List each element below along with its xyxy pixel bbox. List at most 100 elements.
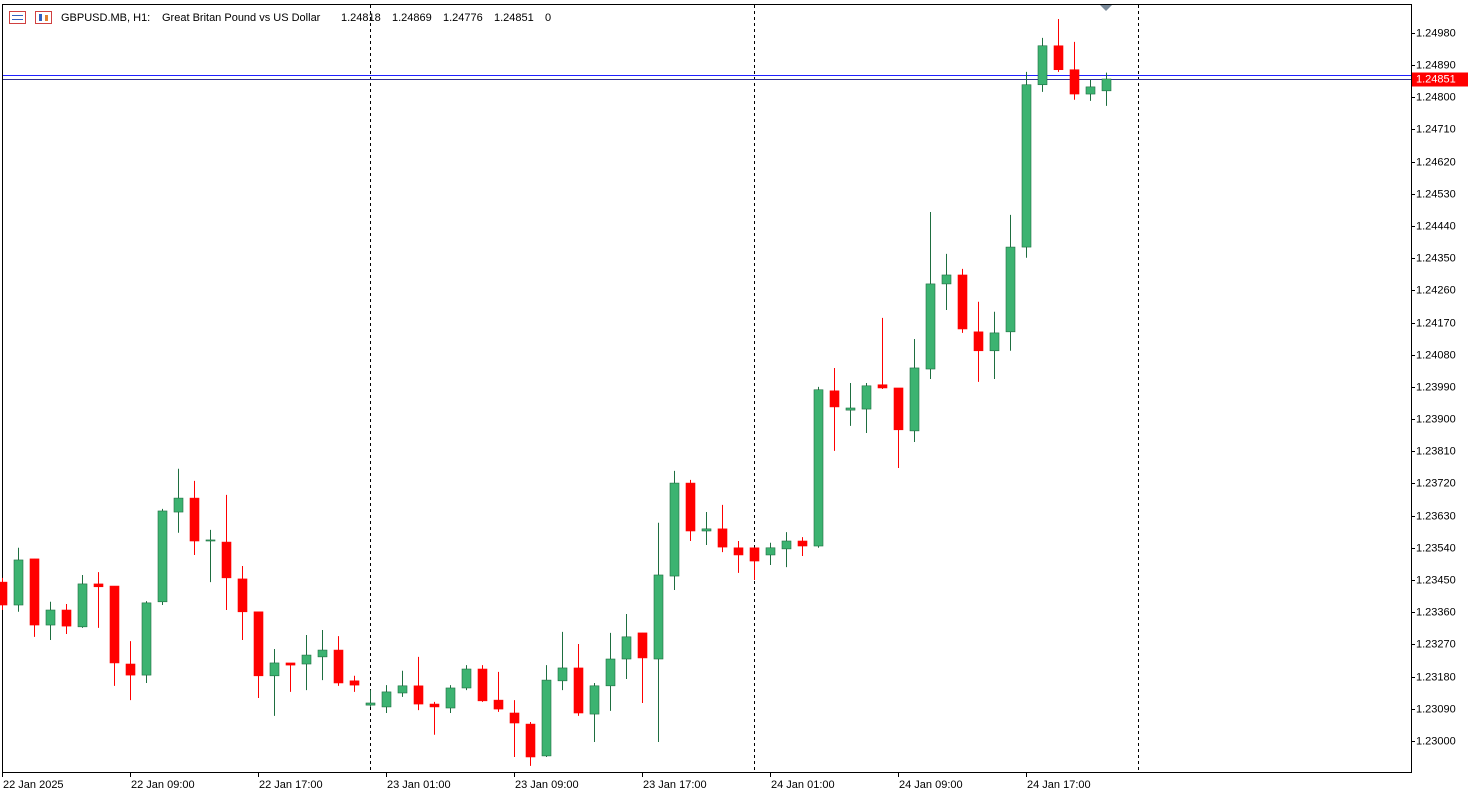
candle-body xyxy=(1037,45,1048,86)
y-tick-label: 1.23720 xyxy=(1416,477,1456,489)
candle-body xyxy=(509,712,520,724)
candle-body xyxy=(941,274,952,285)
x-tick-label: 23 Jan 01:00 xyxy=(387,779,451,791)
candle-body xyxy=(381,691,392,708)
candle-body xyxy=(0,581,8,606)
candle-body xyxy=(557,667,568,682)
chart-title: GBPUSD.MB, H1: xyxy=(61,12,150,24)
y-tick-label: 1.24080 xyxy=(1416,349,1456,361)
x-tick-label: 23 Jan 09:00 xyxy=(515,779,579,791)
header-open: 1.24818 xyxy=(341,12,381,24)
candle-body xyxy=(141,602,152,676)
candle-body xyxy=(269,662,280,677)
y-tick-label: 1.23540 xyxy=(1416,542,1456,554)
y-tick-label: 1.23270 xyxy=(1416,638,1456,650)
candle-body xyxy=(285,662,296,666)
candle-body xyxy=(477,668,488,702)
candle-body xyxy=(493,699,504,710)
candle-body xyxy=(797,540,808,547)
candle-body xyxy=(637,632,648,659)
candle-body xyxy=(1085,86,1096,95)
candle-body xyxy=(237,578,248,613)
y-tick-label: 1.23810 xyxy=(1416,445,1456,457)
x-tick-label: 24 Jan 09:00 xyxy=(899,779,963,791)
y-tick-label: 1.24800 xyxy=(1416,91,1456,103)
y-tick-label: 1.24530 xyxy=(1416,188,1456,200)
x-tick-label: 22 Jan 2025 xyxy=(3,779,64,791)
candle-body xyxy=(733,547,744,556)
x-tick-label: 24 Jan 01:00 xyxy=(771,779,835,791)
y-tick-label: 1.24350 xyxy=(1416,252,1456,264)
chart-subtitle: Great Britan Pound vs US Dollar xyxy=(162,12,321,24)
candle-body xyxy=(205,539,216,542)
candle-body xyxy=(461,668,472,689)
candle-body xyxy=(1005,246,1016,333)
price-label-bg xyxy=(1412,72,1468,87)
y-tick-label: 1.24620 xyxy=(1416,156,1456,168)
y-tick-label: 1.23360 xyxy=(1416,606,1456,618)
candle-body xyxy=(1053,45,1064,71)
x-tick-label: 23 Jan 17:00 xyxy=(643,779,707,791)
candle-body xyxy=(621,636,632,660)
y-tick-label: 1.23090 xyxy=(1416,703,1456,715)
candle-body xyxy=(909,367,920,432)
y-tick-label: 1.23000 xyxy=(1416,735,1456,747)
x-tick-label: 22 Jan 17:00 xyxy=(259,779,323,791)
candle-body xyxy=(893,387,904,431)
y-tick-label: 1.24980 xyxy=(1416,27,1456,39)
candle-body xyxy=(1021,84,1032,248)
candle-body xyxy=(589,685,600,715)
shift-marker xyxy=(1100,5,1112,11)
candle-body xyxy=(829,390,840,408)
candle-body xyxy=(749,547,760,562)
y-tick-label: 1.24170 xyxy=(1416,317,1456,329)
candle-body xyxy=(13,559,24,606)
candle-body xyxy=(125,663,136,676)
candle-body xyxy=(717,528,728,548)
x-tick-label: 24 Jan 17:00 xyxy=(1027,779,1091,791)
candle-body xyxy=(173,497,184,513)
candle-body xyxy=(973,331,984,352)
candle-body xyxy=(845,407,856,411)
y-tick-label: 1.23990 xyxy=(1416,381,1456,393)
candle-body xyxy=(253,611,264,677)
icon xyxy=(35,11,52,24)
candle-body xyxy=(1101,78,1112,92)
candle-body xyxy=(45,609,56,626)
candle-body xyxy=(397,685,408,694)
candle-body xyxy=(861,385,872,410)
candle-body xyxy=(669,482,680,577)
price-label: 1.24851 xyxy=(1416,73,1456,85)
y-tick-label: 1.23180 xyxy=(1416,671,1456,683)
candle-body xyxy=(29,558,40,626)
candle-body xyxy=(429,703,440,708)
candle-body xyxy=(989,332,1000,352)
icon xyxy=(45,15,48,21)
candle-body xyxy=(445,687,456,709)
candle-body xyxy=(157,510,168,603)
y-tick-label: 1.23900 xyxy=(1416,413,1456,425)
y-tick-label: 1.24260 xyxy=(1416,284,1456,296)
candle-body xyxy=(349,680,360,686)
y-tick-label: 1.24890 xyxy=(1416,59,1456,71)
candle-body xyxy=(877,384,888,389)
candle-body xyxy=(605,658,616,687)
candle-body xyxy=(813,389,824,547)
icon xyxy=(9,11,26,24)
candle-body xyxy=(781,540,792,550)
candle-body xyxy=(925,283,936,370)
candle-body xyxy=(525,723,536,758)
candle-body xyxy=(109,585,120,664)
y-tick-label: 1.24440 xyxy=(1416,220,1456,232)
candle-body xyxy=(365,702,376,706)
candle-body xyxy=(541,679,552,757)
header-icons xyxy=(9,11,52,24)
period-separators xyxy=(370,5,1139,772)
candle-body xyxy=(317,649,328,658)
candle-body xyxy=(77,583,88,628)
candle-body xyxy=(685,482,696,532)
x-tick-label: 22 Jan 09:00 xyxy=(131,779,195,791)
candle-body xyxy=(93,583,104,588)
